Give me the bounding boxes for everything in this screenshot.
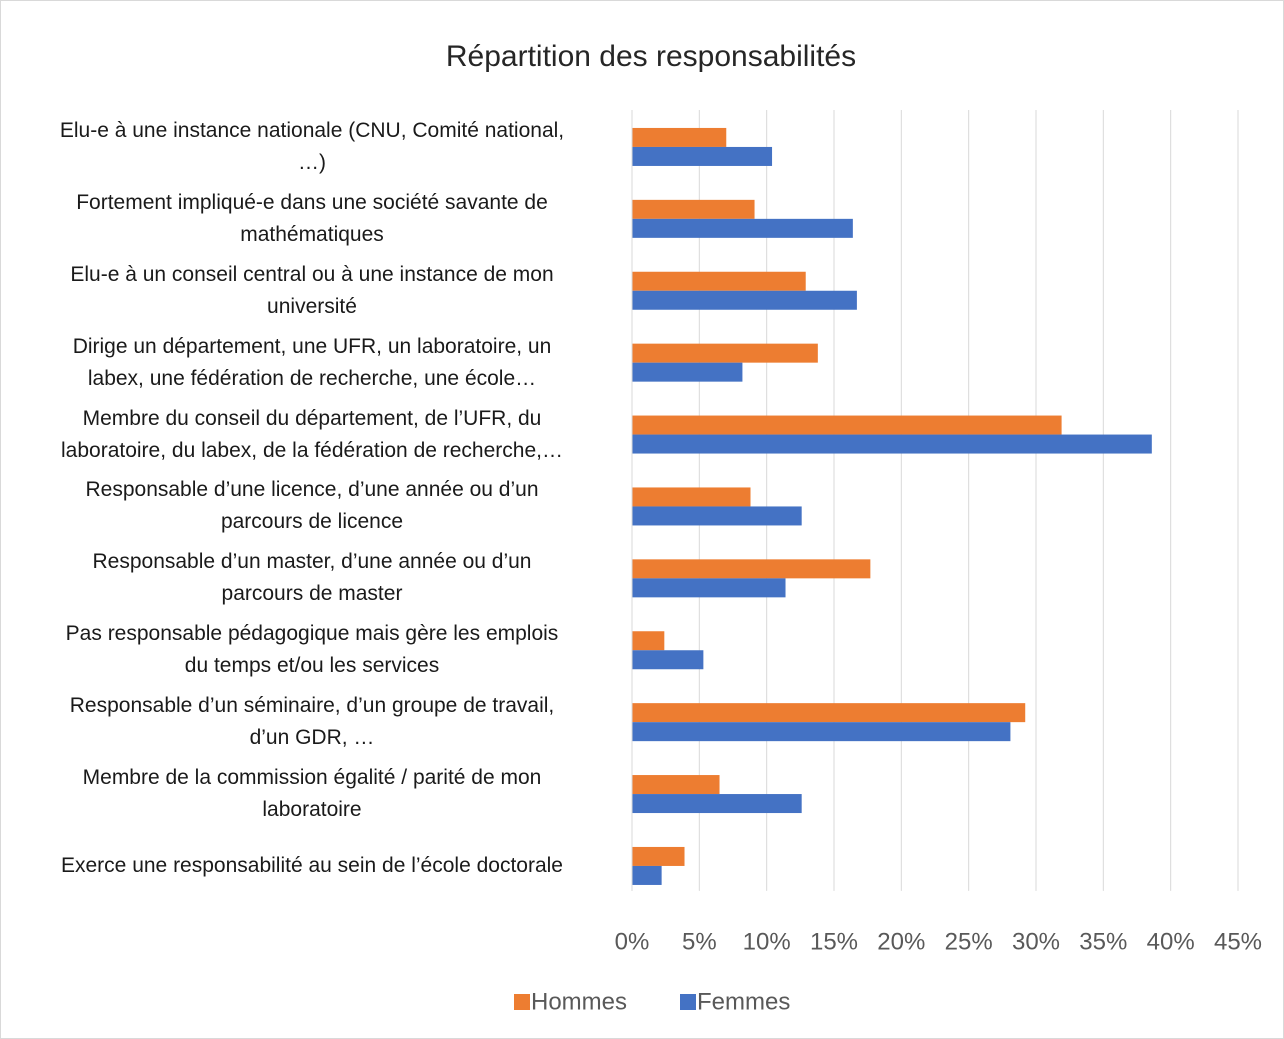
x-tick-label: 40% [1147,928,1195,955]
bar [632,487,751,507]
bar [632,650,704,670]
x-tick-label: 5% [682,928,717,955]
category-label: Membre de la commission égalité / parité… [82,766,542,822]
bar [632,271,806,291]
category-label: Responsable d’une licence, d’une année o… [85,478,539,534]
bar [632,218,853,238]
legend-label: Hommes [531,988,627,1015]
category-label: Responsable d’un séminaire, d’un groupe … [69,694,555,750]
bar [632,127,727,147]
legend-swatch [514,994,530,1010]
category-label: Responsable d’un master, d’une année ou … [92,550,532,606]
category-label: Dirige un département, une UFR, un labor… [72,334,552,390]
x-tick-label: 25% [945,928,993,955]
bar [632,578,786,598]
bar [632,775,720,795]
bar [632,434,1152,454]
x-tick-label: 15% [810,928,858,955]
bar [632,506,802,526]
chart-title: Répartition des responsabilités [446,40,856,73]
category-label: Elu-e à un conseil central ou à une inst… [70,262,554,318]
category-label: Pas responsable pédagogique mais gère le… [65,622,559,678]
bar [632,631,665,651]
x-tick-label: 35% [1079,928,1127,955]
bar [632,722,1011,742]
bar [632,343,818,363]
category-label: Membre du conseil du département, de l’U… [61,406,563,462]
bar [632,794,802,814]
bar [632,146,773,166]
legend-label: Femmes [697,988,790,1015]
bar [632,362,743,382]
bar [632,559,871,579]
x-tick-label: 30% [1012,928,1060,955]
category-label: Exerce une responsabilité au sein de l’é… [61,853,563,877]
bar [632,415,1062,435]
bar [632,199,755,219]
category-label: Fortement impliqué-e dans une société sa… [76,190,548,246]
x-tick-label: 10% [743,928,791,955]
bar [632,703,1026,723]
bar [632,865,662,885]
bar [632,846,685,866]
legend-swatch [680,994,696,1010]
x-tick-label: 45% [1214,928,1262,955]
x-tick-label: 0% [615,928,650,955]
x-tick-label: 20% [877,928,925,955]
bar [632,290,857,310]
category-label: Elu-e à une instance nationale (CNU, Com… [59,118,565,174]
